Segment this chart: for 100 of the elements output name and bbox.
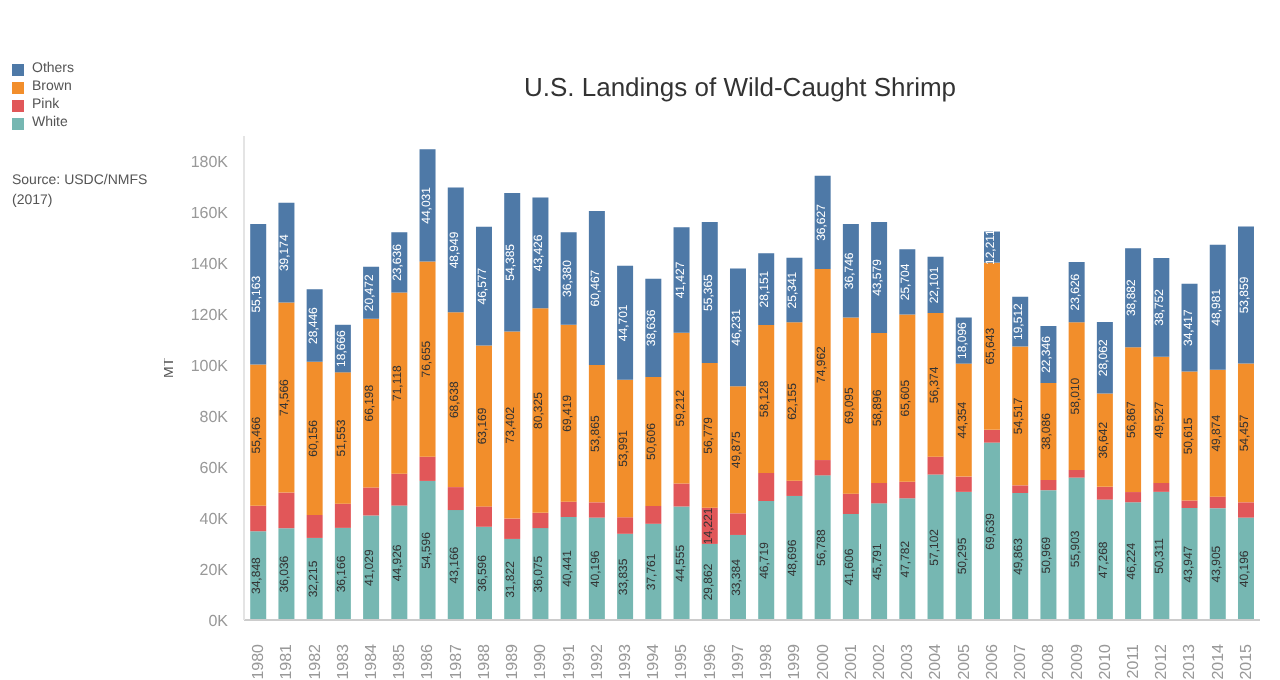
bar [306,515,323,538]
y-tick-label: 40K [199,509,230,528]
x-tick-label: 2000 [813,642,832,680]
bar [983,429,1000,443]
bar [617,379,634,518]
bar [1012,485,1029,493]
bar [532,512,549,529]
bar [786,480,803,496]
bar [1209,496,1226,509]
bar [363,318,380,488]
bar [334,503,351,528]
bar [617,265,634,380]
bar [955,476,972,492]
x-tick-label: 1982 [305,642,324,680]
x-tick-label: 1995 [672,642,691,680]
x-tick-label: 1984 [362,642,380,680]
bar [419,261,436,457]
x-tick-label: 2005 [954,642,973,680]
bar [758,324,775,473]
x-tick-label: 1991 [559,642,578,680]
bar [532,308,549,513]
x-tick-label: 2004 [926,642,945,680]
x-tick-label: 1998 [757,642,776,680]
bar [673,332,690,484]
x-tick-label: 1988 [474,642,493,680]
bar [899,498,916,620]
y-tick-label: 0K [208,611,230,630]
x-tick-label: 2011 [1124,642,1142,679]
bar [1068,469,1085,478]
bar [1153,491,1170,620]
y-tick-label: 160K [190,204,230,223]
bar [729,268,746,387]
x-tick-label: 1985 [390,642,409,680]
bar [250,505,267,532]
bar [1237,363,1254,503]
x-tick-label: 1989 [503,642,522,680]
bar [363,487,380,516]
bar [1096,486,1113,500]
bar [1125,347,1142,493]
bar [1068,322,1085,470]
bar [1181,500,1198,509]
x-tick-label: 1980 [249,642,268,680]
bar [391,473,408,506]
y-tick-label: 20K [199,560,230,579]
x-tick-label: 2002 [870,642,888,680]
bar [645,505,662,524]
bar [475,506,492,527]
x-tick-label: 1992 [587,642,606,680]
bar [447,487,464,511]
bar [1153,356,1170,483]
bar [786,322,803,481]
chart-title: U.S. Landings of Wild-Caught Shrimp [521,72,959,102]
y-tick-label: 100K [190,356,230,375]
bar [673,227,690,333]
bar [899,314,916,482]
bar [278,492,295,529]
x-tick-label: 2003 [898,642,917,680]
bar [871,503,888,620]
bar [729,513,746,535]
bar [1040,479,1057,491]
bar [814,460,831,476]
bar [250,223,267,365]
x-tick-label: 1993 [616,642,634,680]
bar [560,501,577,517]
bar [1237,226,1254,364]
bar [814,269,831,461]
x-tick-label: 1983 [333,642,352,680]
bar [278,302,295,493]
bar [927,474,944,620]
x-tick-label: 2014 [1208,642,1227,680]
bar [475,345,492,507]
x-tick-label: 1981 [277,642,296,680]
x-tick-label: 2015 [1236,642,1255,680]
bar [504,518,521,539]
bar [927,313,944,457]
x-tick-label: 1990 [531,642,550,680]
x-tick-label: 2009 [1067,642,1086,680]
bar [758,472,775,501]
bar [927,456,944,475]
bar [871,482,888,504]
bar [306,361,323,516]
x-tick-label: 2012 [1152,642,1171,680]
y-tick-label: 140K [190,255,230,274]
bar [729,386,746,514]
bar [1209,244,1226,370]
x-tick-label: 1987 [446,642,465,680]
bar [1012,346,1029,486]
bar [588,211,605,366]
bar [983,262,1000,430]
x-tick-label: 2013 [1180,642,1199,680]
bar [1125,492,1142,503]
bar [983,442,1000,620]
x-tick-label: 2006 [982,642,1001,680]
x-tick-label: 2010 [1095,642,1114,680]
x-tick-label: 1999 [785,642,804,680]
bar [1153,482,1170,492]
bar [391,292,408,474]
x-tick-label: 1986 [418,642,437,680]
x-tick-label: 2008 [1039,642,1058,680]
bar [1237,502,1254,518]
